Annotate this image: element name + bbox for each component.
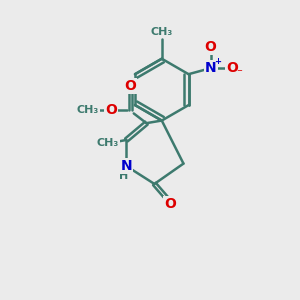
Text: O: O [124, 79, 136, 93]
Text: O: O [164, 197, 176, 211]
Text: N: N [205, 61, 216, 75]
Text: N: N [121, 159, 132, 173]
Text: H: H [119, 170, 128, 181]
Text: CH₃: CH₃ [96, 138, 119, 148]
Text: O: O [226, 61, 238, 75]
Text: CH₃: CH₃ [76, 105, 99, 115]
Text: O: O [105, 103, 117, 117]
Text: O: O [205, 40, 217, 53]
Text: +: + [214, 57, 221, 66]
Text: ⁻: ⁻ [236, 68, 242, 78]
Text: CH₃: CH₃ [151, 27, 173, 37]
